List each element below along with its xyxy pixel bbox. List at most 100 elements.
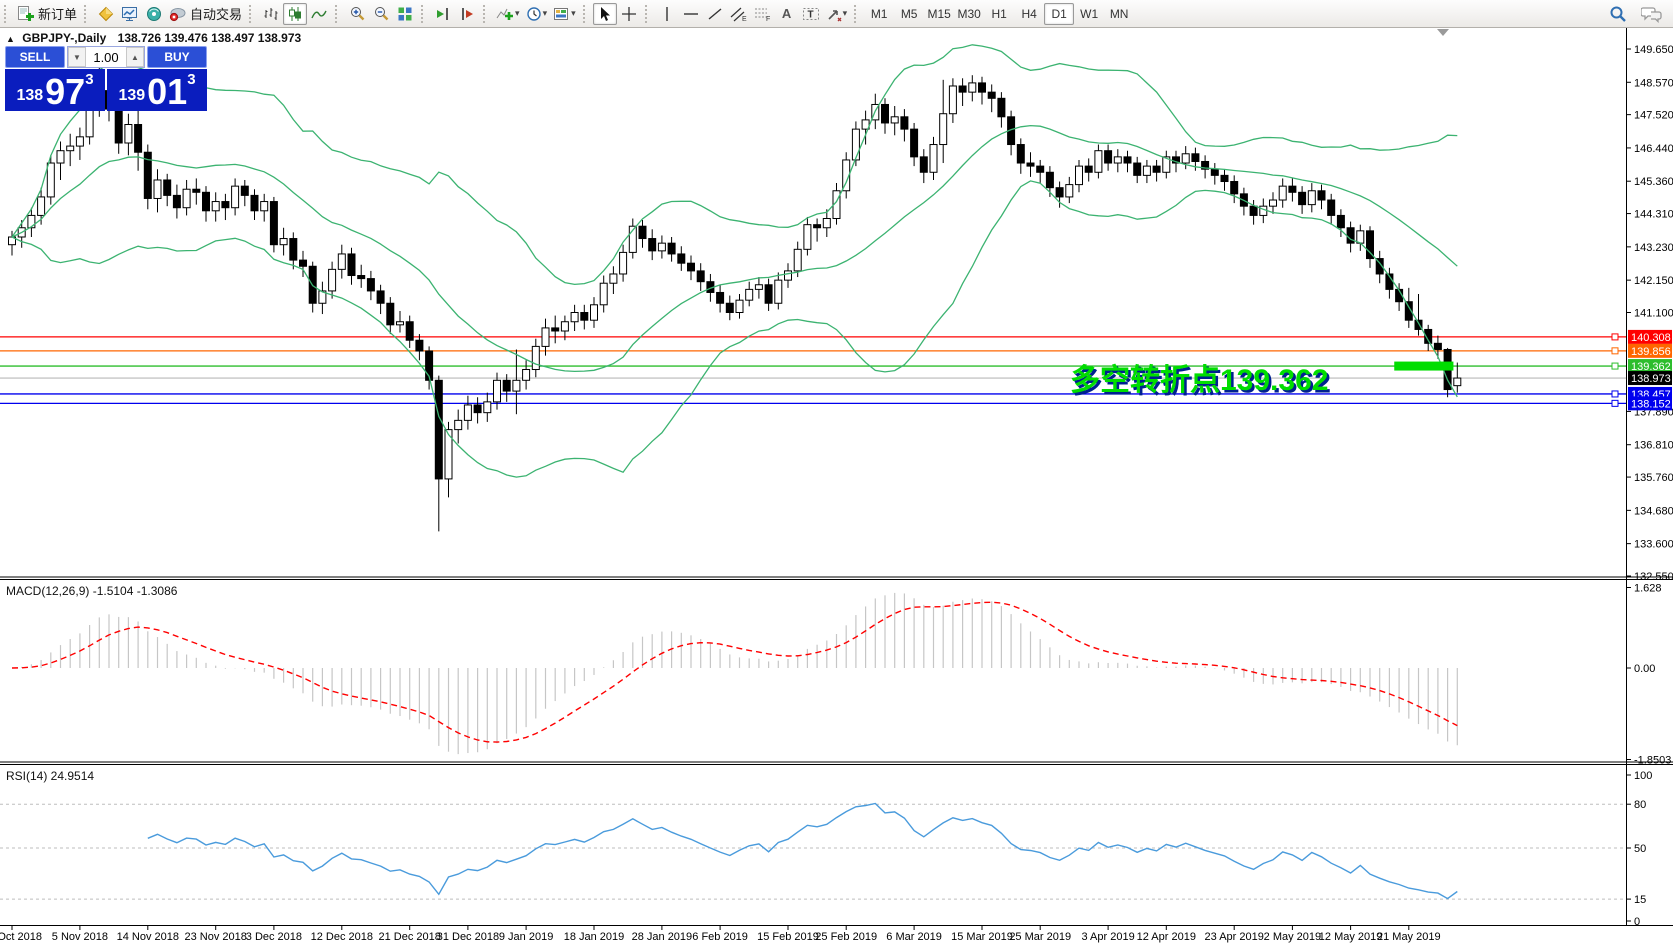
templates-icon bbox=[554, 7, 569, 20]
panel-borders bbox=[0, 27, 1673, 926]
volume-decrease-button[interactable]: ▼ bbox=[68, 47, 86, 67]
main-toolbar: 新订单 自动交易 bbox=[0, 0, 1673, 28]
crosshair-tool-button[interactable] bbox=[617, 3, 641, 25]
periods-button[interactable]: ▾ bbox=[523, 3, 551, 25]
timeframe-d1-button[interactable]: D1 bbox=[1044, 2, 1075, 25]
svg-text:136.810: 136.810 bbox=[1634, 440, 1673, 452]
volume-value[interactable]: 1.00 bbox=[93, 49, 119, 65]
svg-text:21 Dec 2018: 21 Dec 2018 bbox=[379, 931, 441, 943]
channel-tool-button[interactable]: E bbox=[727, 3, 751, 25]
svg-text:3 Dec 2018: 3 Dec 2018 bbox=[246, 931, 302, 943]
svg-text:149.650: 149.650 bbox=[1634, 44, 1673, 56]
crosshair-icon bbox=[621, 6, 636, 21]
svg-text:21 May 2019: 21 May 2019 bbox=[1377, 931, 1441, 943]
new-order-icon bbox=[18, 5, 34, 21]
vertical-line-tool-button[interactable] bbox=[655, 3, 679, 25]
chat-icon[interactable] bbox=[1641, 5, 1663, 23]
svg-text:28 Jan 2019: 28 Jan 2019 bbox=[632, 931, 693, 943]
zoom-out-icon bbox=[374, 7, 388, 21]
timeframe-m15-button[interactable]: M15 bbox=[927, 6, 951, 21]
arrow-objects-icon bbox=[828, 9, 842, 21]
svg-text:25 Mar 2019: 25 Mar 2019 bbox=[1009, 931, 1071, 943]
autoscroll-button[interactable] bbox=[431, 3, 455, 25]
fibonacci-tool-button[interactable]: F bbox=[751, 3, 775, 25]
timeframe-m5-button[interactable]: M5 bbox=[900, 6, 918, 21]
rsi-panel bbox=[0, 802, 1626, 900]
timeframe-m30-button[interactable]: M30 bbox=[957, 6, 981, 21]
new-order-button[interactable]: 新订单 bbox=[14, 3, 80, 25]
sell-button[interactable]: SELL bbox=[5, 46, 65, 68]
tile-windows-button[interactable] bbox=[393, 3, 417, 25]
svg-text:147.520: 147.520 bbox=[1634, 110, 1673, 122]
arrows-tool-button[interactable]: ▾ bbox=[823, 3, 851, 25]
timeframe-mn-button[interactable]: MN bbox=[1109, 6, 1129, 21]
candlestick-chart-button[interactable] bbox=[283, 2, 308, 25]
cursor-tool-button[interactable] bbox=[592, 2, 617, 25]
text-tool-button[interactable]: A bbox=[775, 3, 799, 25]
svg-text:E: E bbox=[742, 16, 747, 22]
svg-text:31 Dec 2018: 31 Dec 2018 bbox=[437, 931, 499, 943]
indicators-button[interactable]: ▾ bbox=[493, 3, 523, 25]
market-watch-icon bbox=[122, 6, 138, 21]
svg-text:12 Apr 2019: 12 Apr 2019 bbox=[1137, 931, 1196, 943]
sell-price-button[interactable]: 138 97 3 bbox=[5, 69, 105, 111]
buy-price-prefix: 139 bbox=[118, 87, 146, 104]
svg-text:23 Nov 2018: 23 Nov 2018 bbox=[185, 931, 247, 943]
chevron-down-icon: ▾ bbox=[542, 8, 548, 18]
svg-text:100: 100 bbox=[1634, 770, 1652, 782]
horizontal-line-icon bbox=[683, 12, 698, 15]
navigator-button[interactable] bbox=[142, 3, 166, 25]
text-tool-icon: A bbox=[781, 6, 792, 21]
line-chart-button[interactable] bbox=[307, 3, 331, 25]
cursor-icon bbox=[600, 6, 610, 21]
chart-shift-marker-icon[interactable] bbox=[1437, 29, 1449, 36]
macd-indicator-label: MACD(12,26,9) -1.5104 -1.3086 bbox=[6, 584, 178, 598]
toolbar-grip bbox=[483, 4, 489, 23]
svg-text:0.00: 0.00 bbox=[1634, 663, 1655, 675]
svg-text:T: T bbox=[807, 9, 813, 20]
text-label-tool-button[interactable]: T bbox=[799, 3, 823, 25]
price-axis: 149.650 148.570 147.520 146.440 145.360 144.3… bbox=[1611, 44, 1673, 583]
svg-text:15 Mar 2019: 15 Mar 2019 bbox=[951, 931, 1013, 943]
svg-text:135.760: 135.760 bbox=[1634, 472, 1673, 484]
toolbar-grip bbox=[582, 4, 589, 23]
templates-button[interactable]: ▾ bbox=[550, 3, 579, 25]
timeframe-h1-button[interactable]: H1 bbox=[991, 6, 1007, 21]
profile-button[interactable] bbox=[94, 3, 118, 25]
svg-text:1.628: 1.628 bbox=[1634, 582, 1662, 594]
svg-text:132.550: 132.550 bbox=[1634, 571, 1673, 583]
volume-increase-button[interactable]: ▲ bbox=[126, 47, 144, 67]
zoom-out-button[interactable] bbox=[369, 3, 393, 25]
buy-button[interactable]: BUY bbox=[147, 46, 207, 68]
bar-chart-button[interactable] bbox=[259, 3, 283, 25]
timeframe-m1-button[interactable]: M1 bbox=[870, 6, 888, 21]
equidistant-channel-icon: E bbox=[730, 7, 747, 22]
level-highlight-bar[interactable] bbox=[1394, 361, 1454, 371]
chart-shift-button[interactable] bbox=[455, 3, 479, 25]
svg-text:5 Nov 2018: 5 Nov 2018 bbox=[52, 931, 108, 943]
svg-text:145.360: 145.360 bbox=[1634, 176, 1673, 188]
svg-text:-1.8503: -1.8503 bbox=[1634, 754, 1671, 766]
trendline-tool-button[interactable] bbox=[703, 3, 727, 25]
horizontal-line-tool-button[interactable] bbox=[679, 3, 703, 25]
buy-price-button[interactable]: 139 01 3 bbox=[107, 69, 207, 111]
toolbar-grip bbox=[84, 4, 90, 23]
svg-text:3 Apr 2019: 3 Apr 2019 bbox=[1081, 931, 1134, 943]
autotrading-button[interactable]: 自动交易 bbox=[166, 3, 245, 25]
navigator-icon bbox=[147, 6, 162, 21]
timeframe-w1-button[interactable]: W1 bbox=[1080, 6, 1099, 21]
toolbar-right-icons bbox=[1609, 5, 1673, 23]
market-watch-button[interactable] bbox=[118, 3, 142, 25]
svg-text:F: F bbox=[766, 16, 770, 22]
zoom-in-button[interactable] bbox=[345, 3, 369, 25]
volume-stepper[interactable]: ▼ 1.00 ▲ bbox=[67, 46, 145, 68]
svg-text:146.440: 146.440 bbox=[1634, 143, 1673, 155]
collapse-panel-arrow-icon[interactable]: ▲ bbox=[6, 34, 15, 44]
horizontal-level-lines[interactable] bbox=[0, 336, 1626, 405]
line-chart-icon bbox=[311, 10, 327, 18]
search-icon[interactable] bbox=[1609, 5, 1627, 23]
timeframe-h4-button[interactable]: H4 bbox=[1021, 6, 1037, 21]
svg-text:141.100: 141.100 bbox=[1634, 308, 1673, 320]
